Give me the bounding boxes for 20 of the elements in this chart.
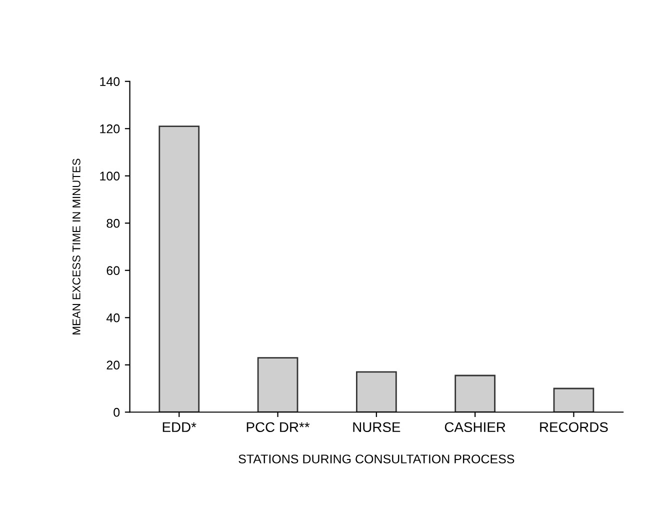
y-tick-label: 20	[106, 360, 120, 370]
x-tick-label: RECORDS	[540, 422, 608, 432]
y-tick-label: 80	[106, 218, 120, 228]
x-tick-label: PCC DR**	[246, 422, 310, 432]
x-tick-label: EDD*	[162, 422, 196, 432]
x-tick-label: NURSE	[353, 422, 400, 432]
y-tick-label: 120	[100, 124, 120, 134]
bar	[356, 371, 397, 412]
bar	[158, 126, 200, 412]
bar	[257, 357, 298, 412]
y-tick-label: 0	[114, 408, 120, 417]
bar	[553, 388, 594, 412]
x-tick-label: CASHIER	[444, 422, 506, 432]
bar	[454, 374, 496, 412]
y-tick-label: 140	[100, 77, 120, 86]
y-axis-title: MEAN EXCESS TIME IN MINUTES	[72, 158, 80, 334]
y-tick-label: 40	[106, 313, 120, 322]
y-tick-label: 100	[100, 172, 120, 181]
x-axis-title: STATIONS DURING CONSULTATION PROCESS	[238, 454, 514, 464]
y-tick-label: 60	[106, 266, 120, 276]
